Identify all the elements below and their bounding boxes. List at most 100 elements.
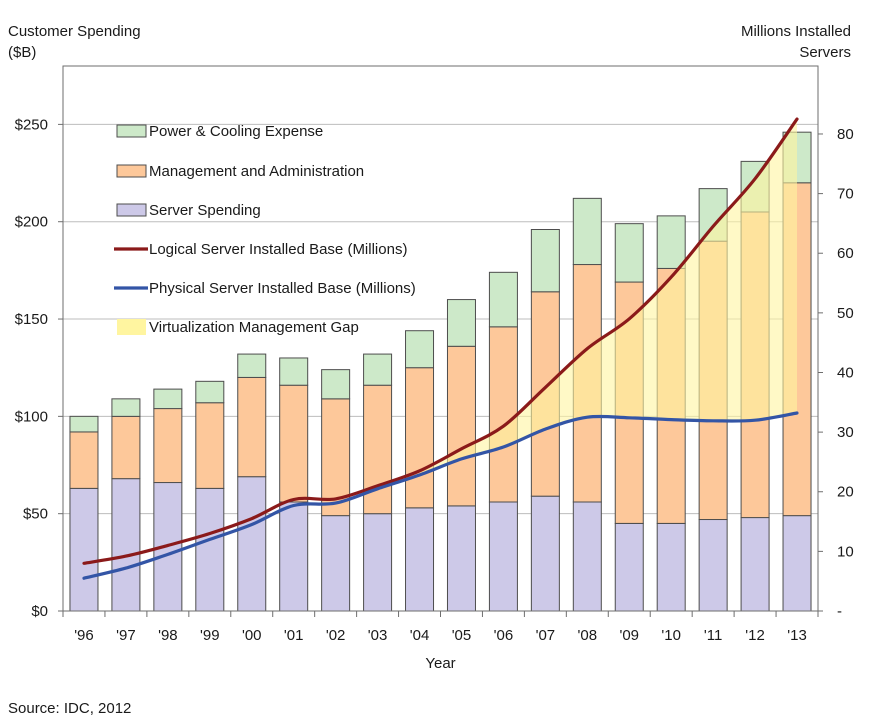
- right-tick-label: 30: [837, 424, 854, 441]
- bar-server-spending-8: [405, 507, 435, 612]
- right-tick-label: -: [837, 603, 842, 620]
- left-axis-title-line-2: ($B): [8, 44, 37, 61]
- right-tick-label: 20: [837, 484, 854, 501]
- right-tick-label: 40: [837, 364, 854, 381]
- right-tick-label: 70: [837, 186, 854, 203]
- x-tick-label: '03: [368, 627, 388, 644]
- bar-power-cooling-expense-14: [656, 215, 686, 269]
- right-tick-label: 10: [837, 543, 854, 560]
- legend-label-power-cooling-expense: Power & Cooling Expense: [149, 123, 323, 140]
- physical-server-installed-base-millions-line: [82, 411, 799, 580]
- bar-server-spending-16: [740, 517, 770, 612]
- bar-management-and-administration-4: [237, 376, 267, 478]
- x-tick-label: '13: [787, 627, 807, 644]
- bar-management-and-administration-9: [446, 345, 476, 507]
- bar-server-spending-13: [614, 522, 644, 612]
- bar-server-spending-10: [488, 501, 518, 612]
- x-tick-label: '08: [578, 627, 598, 644]
- virtualization-gap-area: [419, 119, 797, 475]
- bar-server-spending-6: [321, 515, 351, 612]
- right-axis-title-line-1: Millions Installed: [740, 23, 851, 40]
- bar-server-spending-17: [782, 515, 812, 612]
- bar-server-spending-7: [363, 513, 393, 612]
- x-tick-label: '02: [326, 627, 346, 644]
- bar-management-and-administration-0: [69, 431, 99, 489]
- legend-label-management-and-administration: Management and Administration: [149, 163, 364, 180]
- gap-area-group: [419, 119, 797, 475]
- x-tick-label: '00: [242, 627, 262, 644]
- bar-power-cooling-expense-13: [614, 223, 644, 283]
- bar-power-cooling-expense-1: [111, 398, 141, 417]
- x-tick-label: '11: [704, 627, 722, 644]
- axes: $0 $50 $100 $150 $200 $250 - 10 20 30 40 50 60 70 80 '9…: [15, 116, 854, 672]
- x-tick-label: '04: [410, 627, 430, 644]
- legend-swatch-power-cooling-expense: [116, 124, 147, 138]
- bar-management-and-administration-1: [111, 415, 141, 480]
- x-tick-label: '96: [74, 627, 94, 644]
- bar-power-cooling-expense-8: [405, 330, 435, 369]
- bar-management-and-administration-2: [153, 408, 183, 484]
- x-tick-label: '97: [116, 627, 136, 644]
- x-tick-label: '05: [452, 627, 472, 644]
- legend-swatch-management-and-administration: [116, 164, 147, 178]
- right-tick-label: 50: [837, 305, 854, 322]
- bar-server-spending-1: [111, 478, 141, 612]
- right-axis-title-line-2: Servers: [799, 44, 851, 61]
- right-tick-label: 60: [837, 245, 854, 262]
- x-tick-label: '07: [536, 627, 556, 644]
- bar-server-spending-15: [698, 519, 728, 612]
- x-tick-label: '01: [284, 627, 304, 644]
- bar-power-cooling-expense-5: [279, 357, 309, 386]
- legend-swatch-virtualization-management-gap: [117, 319, 146, 335]
- left-tick-label: $150: [15, 311, 48, 328]
- left-tick-label: $250: [15, 116, 48, 133]
- legend-label-virtualization-management-gap: Virtualization Management Gap: [149, 319, 359, 336]
- bar-power-cooling-expense-2: [153, 388, 183, 410]
- right-tick-label: 80: [837, 126, 854, 143]
- bar-power-cooling-expense-4: [237, 353, 267, 378]
- bar-power-cooling-expense-0: [69, 415, 99, 433]
- bar-server-spending-11: [530, 495, 560, 612]
- left-axis-title: Customer Spending ($B): [8, 21, 141, 63]
- x-tick-label: '10: [661, 627, 681, 644]
- x-tick-label: '12: [745, 627, 765, 644]
- bar-power-cooling-expense-11: [530, 229, 560, 293]
- legend-label-logical-server-installed-base-millions: Logical Server Installed Base (Millions): [149, 241, 407, 258]
- legend: Power & Cooling Expense Management and Ad…: [114, 123, 416, 336]
- bars: [69, 131, 812, 612]
- left-axis-title-line-1: Customer Spending: [8, 23, 141, 40]
- bar-server-spending-3: [195, 487, 225, 612]
- legend-label-physical-server-installed-base-millions: Physical Server Installed Base (Millions…: [149, 280, 416, 297]
- bar-server-spending-5: [279, 501, 309, 612]
- bar-management-and-administration-7: [363, 384, 393, 515]
- bar-power-cooling-expense-6: [321, 369, 351, 400]
- x-tick-label: '06: [494, 627, 514, 644]
- bar-management-and-administration-8: [405, 367, 435, 509]
- bar-server-spending-4: [237, 476, 267, 612]
- left-tick-label: $100: [15, 408, 48, 425]
- x-tick-label: '98: [158, 627, 178, 644]
- bar-server-spending-12: [572, 501, 602, 612]
- logical-server-installed-base-millions-line: [82, 117, 799, 565]
- x-tick-label: '99: [200, 627, 220, 644]
- bar-power-cooling-expense-7: [363, 353, 393, 386]
- right-axis-title: Millions Installed Servers: [741, 21, 851, 63]
- bar-server-spending-14: [656, 522, 686, 612]
- legend-swatch-server-spending: [116, 203, 147, 217]
- bar-power-cooling-expense-9: [446, 299, 476, 347]
- bar-server-spending-0: [69, 487, 99, 612]
- left-tick-label: $200: [15, 214, 48, 231]
- bar-server-spending-9: [446, 505, 476, 612]
- left-tick-label: $50: [23, 506, 48, 523]
- bar-management-and-administration-10: [488, 326, 518, 503]
- lines: [82, 117, 799, 580]
- left-tick-label: $0: [31, 603, 48, 620]
- x-axis-title: Year: [425, 655, 455, 672]
- bar-power-cooling-expense-3: [195, 380, 225, 404]
- bar-power-cooling-expense-12: [572, 197, 602, 266]
- bar-management-and-administration-3: [195, 402, 225, 489]
- bar-power-cooling-expense-10: [488, 271, 518, 328]
- chart: $0 $50 $100 $150 $200 $250 - 10 20 30 40 50 60 70 80 '9…: [15, 65, 854, 672]
- bar-management-and-administration-5: [279, 384, 309, 503]
- source-note: Source: IDC, 2012: [8, 700, 132, 717]
